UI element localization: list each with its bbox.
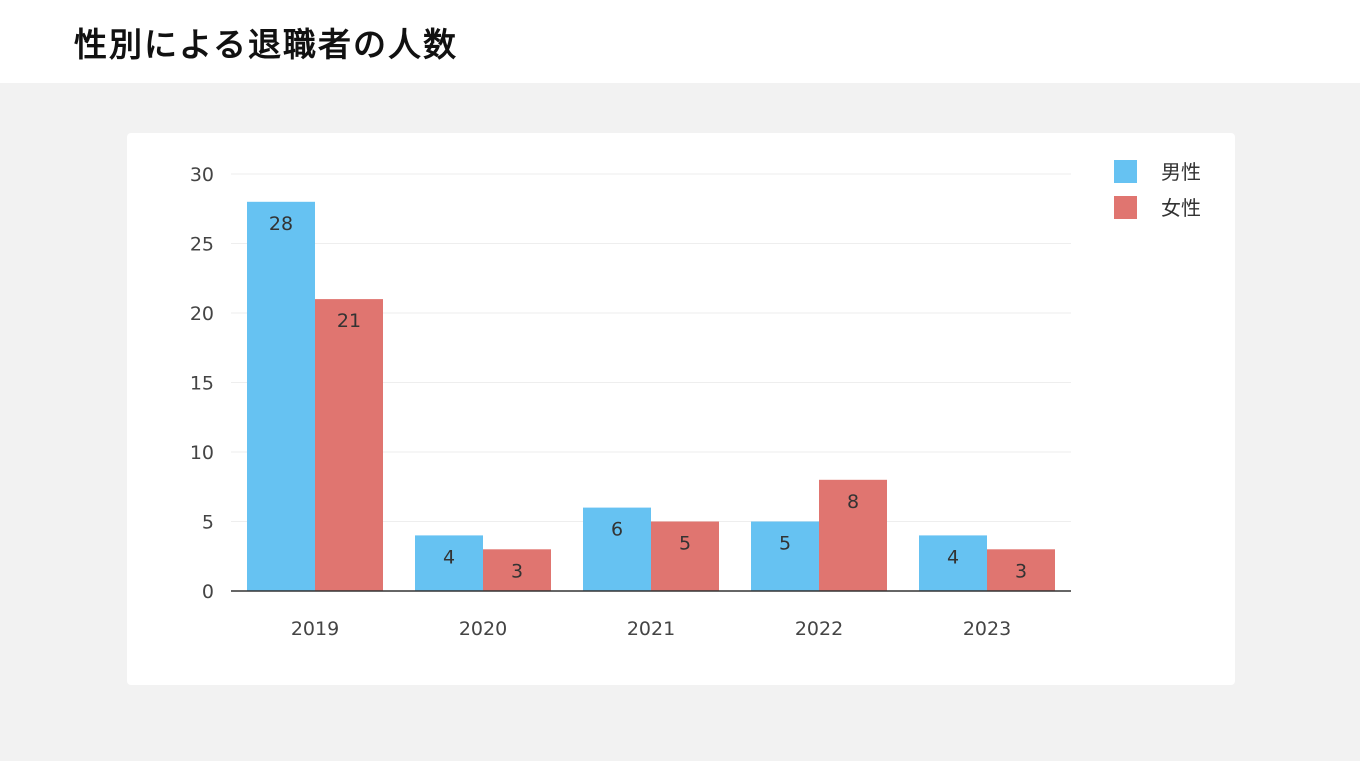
legend-swatch xyxy=(1114,196,1137,219)
bar-2023-0 xyxy=(919,535,987,591)
y-tick-label: 0 xyxy=(202,581,214,603)
bars: 28 21 4 3 6 5 5 8 4 3 xyxy=(247,201,1055,592)
legend-label: 女性 xyxy=(1161,196,1201,220)
legend-label: 男性 xyxy=(1161,160,1201,184)
chart-card: 28 21 4 3 6 5 5 8 4 3 0 5 10 15 20 25 30 2019 2020 2021 202… xyxy=(127,133,1235,685)
data-label: 3 xyxy=(511,560,523,582)
data-label: 5 xyxy=(679,533,691,555)
data-label: 3 xyxy=(1015,560,1027,582)
y-tick-label: 5 xyxy=(202,512,214,534)
data-label: 5 xyxy=(779,533,791,555)
data-label: 8 xyxy=(847,491,859,513)
header-bar: 性別による退職者の人数 xyxy=(0,0,1360,83)
x-tick-label: 2020 xyxy=(459,618,507,640)
bar-2020-0 xyxy=(415,535,483,591)
bar-2022-0 xyxy=(751,521,819,591)
bar-2019-0 xyxy=(247,201,315,592)
axes: 0 5 10 15 20 25 30 2019 2020 2021 2022 2023 xyxy=(190,164,1071,640)
bar-2022-1 xyxy=(819,479,887,591)
x-tick-label: 2022 xyxy=(795,618,843,640)
data-label: 21 xyxy=(337,310,361,332)
y-tick-label: 15 xyxy=(190,373,214,395)
y-tick-label: 10 xyxy=(190,442,214,464)
page-title: 性別による退職者の人数 xyxy=(74,25,459,64)
legend-swatch xyxy=(1114,160,1137,183)
bar-chart: 28 21 4 3 6 5 5 8 4 3 0 5 10 15 20 25 30 2019 2020 2021 202… xyxy=(190,160,1201,640)
x-tick-label: 2021 xyxy=(627,618,675,640)
bar-2021-0 xyxy=(583,507,651,591)
data-label: 6 xyxy=(611,519,623,541)
x-tick-label: 2019 xyxy=(291,618,339,640)
y-tick-label: 30 xyxy=(190,164,214,186)
y-tick-label: 20 xyxy=(190,303,214,325)
bar-2020-1 xyxy=(483,549,551,591)
x-tick-label: 2023 xyxy=(963,618,1011,640)
data-label: 4 xyxy=(443,546,455,568)
bar-2023-1 xyxy=(987,549,1055,591)
bar-2019-1 xyxy=(315,299,383,591)
data-label: 28 xyxy=(269,213,293,235)
bar-2021-1 xyxy=(651,521,719,591)
y-tick-label: 25 xyxy=(190,234,214,256)
data-label: 4 xyxy=(947,546,959,568)
